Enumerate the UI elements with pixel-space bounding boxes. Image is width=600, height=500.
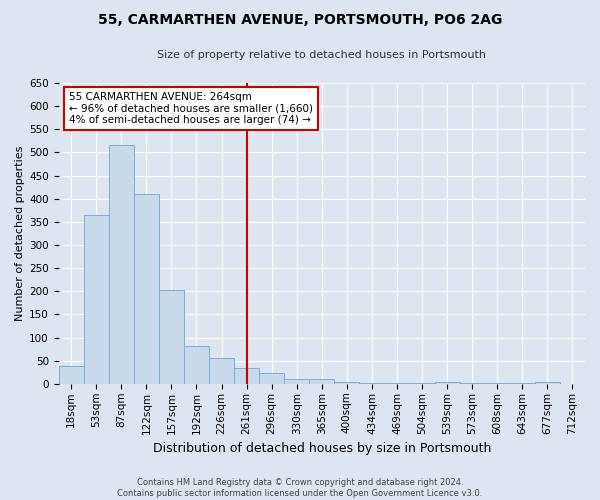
Text: 55 CARMARTHEN AVENUE: 264sqm
← 96% of detached houses are smaller (1,660)
4% of : 55 CARMARTHEN AVENUE: 264sqm ← 96% of de… xyxy=(69,92,313,125)
Bar xyxy=(134,194,159,384)
Bar xyxy=(259,373,284,384)
Y-axis label: Number of detached properties: Number of detached properties xyxy=(15,146,25,321)
Bar xyxy=(434,382,460,384)
Bar xyxy=(159,290,184,384)
Bar xyxy=(209,358,234,384)
Bar xyxy=(535,382,560,384)
Bar xyxy=(234,368,259,384)
Bar xyxy=(109,144,134,384)
Text: Contains HM Land Registry data © Crown copyright and database right 2024.
Contai: Contains HM Land Registry data © Crown c… xyxy=(118,478,482,498)
Title: Size of property relative to detached houses in Portsmouth: Size of property relative to detached ho… xyxy=(157,50,487,60)
X-axis label: Distribution of detached houses by size in Portsmouth: Distribution of detached houses by size … xyxy=(152,442,491,455)
Bar xyxy=(309,380,334,384)
Bar xyxy=(284,380,309,384)
Text: 55, CARMARTHEN AVENUE, PORTSMOUTH, PO6 2AG: 55, CARMARTHEN AVENUE, PORTSMOUTH, PO6 2… xyxy=(98,12,502,26)
Bar xyxy=(59,366,84,384)
Bar xyxy=(334,382,359,384)
Bar xyxy=(184,346,209,384)
Bar xyxy=(84,215,109,384)
